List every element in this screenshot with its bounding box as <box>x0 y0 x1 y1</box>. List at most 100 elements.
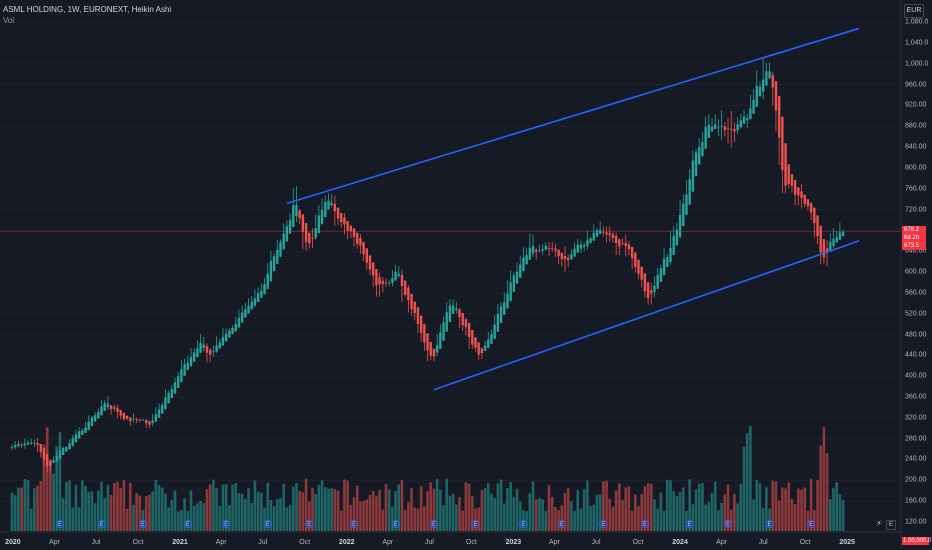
candle-body <box>650 290 653 294</box>
candle-body <box>730 128 733 130</box>
candle-body <box>212 351 215 353</box>
candle-body <box>343 217 346 225</box>
legend-volume: Vol <box>3 16 15 25</box>
volume-bar <box>474 508 477 531</box>
candle-body <box>535 249 538 252</box>
candle-body <box>582 245 586 247</box>
volume-bar <box>183 498 186 531</box>
earnings-badge[interactable]: E <box>391 520 400 528</box>
earnings-badge[interactable]: E <box>471 520 480 528</box>
chart-legend: ASML HOLDING, 1W, EURONEXT, Heikin Ashi … <box>3 4 171 26</box>
volume-bar <box>573 511 576 531</box>
earnings-badge[interactable]: E <box>685 520 694 528</box>
candle-body <box>87 421 90 431</box>
earnings-badge[interactable]: E <box>97 520 106 528</box>
earnings-badge[interactable]: E <box>429 520 438 528</box>
earnings-badge[interactable]: E <box>557 520 566 528</box>
earnings-badge[interactable]: E <box>350 520 359 528</box>
volume-bar <box>58 432 62 531</box>
candle-body <box>480 348 484 354</box>
volume-bar <box>122 480 126 531</box>
volume-bar <box>282 483 286 531</box>
candle-body <box>797 187 800 196</box>
volume-bar <box>333 489 337 531</box>
earnings-badge[interactable]: E <box>222 520 231 528</box>
volume-bar <box>825 453 829 531</box>
volume-bar <box>793 504 797 531</box>
lightning-icon[interactable]: ⚡ <box>876 519 882 528</box>
candle-body <box>288 220 292 234</box>
volume-bar <box>541 499 544 531</box>
candle-body <box>340 212 343 223</box>
volume-bar <box>42 444 46 531</box>
candle-body <box>439 332 442 349</box>
price-tick-label: 800.00 <box>905 164 927 172</box>
volume-bar <box>432 488 436 531</box>
earnings-badge[interactable]: E <box>599 520 608 528</box>
candle-body <box>237 317 241 328</box>
candle-body <box>10 447 14 449</box>
volume-bar <box>771 480 775 531</box>
earnings-badge[interactable]: E <box>139 520 148 528</box>
volume-bar <box>288 504 292 531</box>
channel-upper-line[interactable] <box>286 27 860 205</box>
earnings-badge[interactable]: E <box>55 520 64 528</box>
volume-bar <box>355 485 359 531</box>
earnings-badge[interactable]: E <box>807 520 816 528</box>
volume-bar <box>218 506 222 531</box>
candle-body <box>688 178 691 205</box>
candle-body <box>624 243 627 247</box>
volume-bar <box>483 487 487 531</box>
channel-lower-line[interactable] <box>433 240 860 391</box>
volume-bar <box>534 499 538 531</box>
candle-body <box>547 247 551 249</box>
volume-bar <box>803 487 807 531</box>
time-tick-label: Jul <box>424 539 434 546</box>
candle-body <box>295 205 298 217</box>
earnings-badge[interactable]: E <box>724 520 733 528</box>
candle-body <box>42 448 46 460</box>
candle-body <box>675 229 679 246</box>
volume-bar <box>781 487 784 531</box>
candle-body <box>435 345 439 353</box>
volume-bar <box>189 490 193 531</box>
volume-bar <box>36 485 39 531</box>
volume-bar <box>736 503 739 531</box>
volume-bar <box>755 480 759 531</box>
candle-body <box>116 407 119 412</box>
candle-body <box>707 124 711 138</box>
earnings-badge[interactable]: E <box>519 520 528 528</box>
earnings-badge[interactable]: E <box>183 520 192 528</box>
volume-bar <box>518 501 522 531</box>
volume-bar <box>745 433 749 531</box>
candle-body <box>442 322 445 341</box>
candle-body <box>317 215 321 234</box>
earnings-badge[interactable]: E <box>263 520 272 528</box>
volume-bar <box>336 490 340 531</box>
candle-body <box>221 337 225 346</box>
candle-body <box>809 202 813 213</box>
candle-body <box>256 293 260 302</box>
candle-body <box>314 228 317 239</box>
candle-body <box>266 273 269 290</box>
candle-body <box>653 285 656 292</box>
volume-bar <box>132 504 135 531</box>
earnings-badge[interactable]: E <box>305 520 314 528</box>
candle-body <box>429 341 432 356</box>
volume-bar <box>426 491 429 531</box>
candles <box>10 57 845 472</box>
earnings-e-icon[interactable]: E <box>886 520 896 530</box>
volume-bar <box>445 478 449 531</box>
candle-body <box>320 209 324 225</box>
candle-body <box>129 417 132 422</box>
candle-body <box>330 202 333 206</box>
earnings-badge[interactable]: E <box>640 520 649 528</box>
volume-bar <box>665 479 669 531</box>
volume-bar <box>148 494 151 531</box>
candle-body <box>525 255 528 265</box>
currency-button[interactable]: EUR <box>904 4 924 18</box>
earnings-badge[interactable]: E <box>765 520 774 528</box>
volume-bar <box>202 503 206 531</box>
price-tick-label: 400.00 <box>905 372 927 380</box>
